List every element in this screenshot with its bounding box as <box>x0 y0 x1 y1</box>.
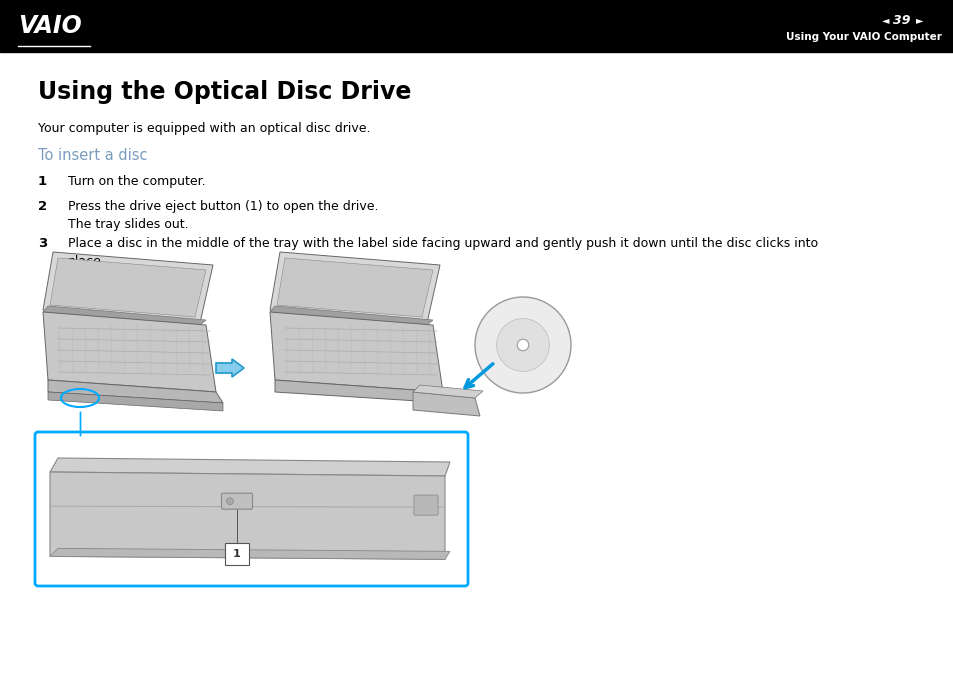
FancyArrowPatch shape <box>464 364 493 388</box>
FancyBboxPatch shape <box>225 543 249 565</box>
Polygon shape <box>50 472 444 559</box>
Text: Using the Optical Disc Drive: Using the Optical Disc Drive <box>38 80 411 104</box>
Circle shape <box>497 319 549 371</box>
Text: Place a disc in the middle of the tray with the label side facing upward and gen: Place a disc in the middle of the tray w… <box>68 237 818 268</box>
Polygon shape <box>270 252 439 323</box>
Text: 39: 39 <box>892 13 910 26</box>
Polygon shape <box>50 458 450 476</box>
Circle shape <box>517 339 528 350</box>
Polygon shape <box>43 252 213 323</box>
Polygon shape <box>413 385 482 398</box>
Polygon shape <box>413 392 479 416</box>
Polygon shape <box>50 549 450 559</box>
Text: Turn on the computer.: Turn on the computer. <box>68 175 206 188</box>
Circle shape <box>475 297 571 393</box>
FancyBboxPatch shape <box>414 495 437 515</box>
Polygon shape <box>50 258 206 317</box>
Polygon shape <box>270 306 433 325</box>
Polygon shape <box>48 380 223 403</box>
Polygon shape <box>270 312 442 392</box>
Polygon shape <box>276 258 433 317</box>
Polygon shape <box>43 312 215 392</box>
FancyBboxPatch shape <box>35 432 468 586</box>
FancyBboxPatch shape <box>221 493 253 509</box>
Text: Your computer is equipped with an optical disc drive.: Your computer is equipped with an optica… <box>38 122 370 135</box>
Circle shape <box>226 497 233 505</box>
Bar <box>0 0 953 52</box>
Polygon shape <box>43 306 206 325</box>
Polygon shape <box>48 392 223 411</box>
Text: 3: 3 <box>38 237 48 250</box>
Text: Using Your VAIO Computer: Using Your VAIO Computer <box>785 32 941 42</box>
Polygon shape <box>274 380 450 403</box>
Text: To insert a disc: To insert a disc <box>38 148 148 163</box>
Text: VAIO: VAIO <box>18 14 82 38</box>
Polygon shape <box>215 359 244 377</box>
Text: ►: ► <box>915 15 923 25</box>
Text: Press the drive eject button (1) to open the drive.
The tray slides out.: Press the drive eject button (1) to open… <box>68 200 378 231</box>
Text: 2: 2 <box>38 200 47 213</box>
Text: 1: 1 <box>38 175 47 188</box>
Text: ◄: ◄ <box>881 15 888 25</box>
Text: 1: 1 <box>233 549 240 559</box>
